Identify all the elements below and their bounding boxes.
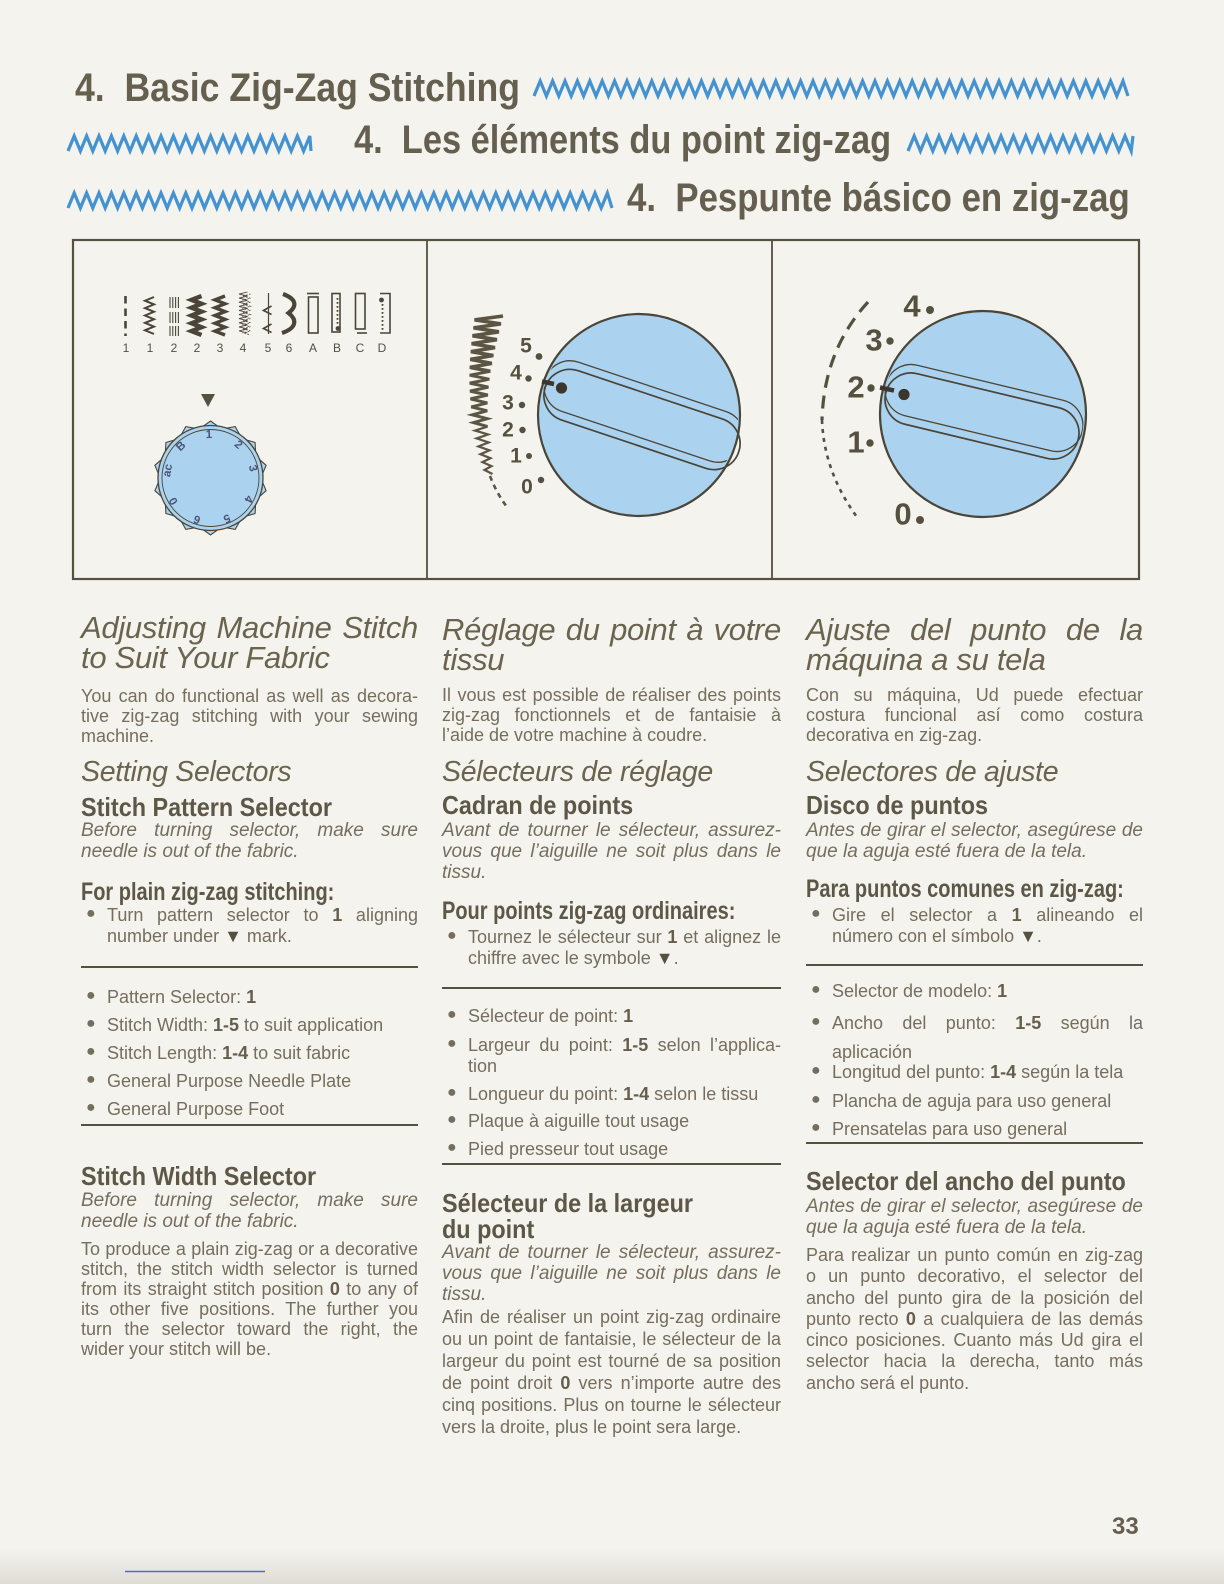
svg-text:5: 5	[265, 341, 272, 355]
svg-text:5: 5	[520, 335, 532, 358]
svg-text:6: 6	[286, 341, 293, 355]
svg-text:1: 1	[510, 445, 522, 468]
svg-text:1: 1	[123, 341, 130, 355]
svg-text:2: 2	[171, 341, 178, 355]
svg-text:1: 1	[206, 429, 213, 441]
svg-text:6: 6	[192, 512, 202, 525]
svg-text:C: C	[356, 341, 365, 355]
svg-text:4: 4	[903, 289, 921, 324]
svg-text:1: 1	[847, 425, 864, 460]
svg-text:4: 4	[241, 493, 255, 505]
svg-text:ac: ac	[161, 463, 175, 478]
svg-text:4: 4	[510, 362, 522, 385]
svg-text:D: D	[378, 341, 387, 355]
svg-text:B: B	[333, 341, 341, 355]
svg-text:A: A	[309, 341, 317, 355]
svg-text:4: 4	[240, 341, 247, 355]
svg-text:1: 1	[147, 341, 154, 355]
svg-text:0: 0	[894, 497, 911, 532]
svg-text:0: 0	[167, 495, 181, 507]
svg-text:3: 3	[246, 464, 259, 473]
svg-text:5: 5	[221, 511, 232, 525]
svg-text:2: 2	[847, 370, 864, 405]
svg-text:2: 2	[502, 419, 514, 442]
svg-text:3: 3	[502, 392, 514, 415]
svg-text:3: 3	[865, 323, 882, 358]
svg-text:2: 2	[194, 341, 201, 355]
svg-text:0: 0	[521, 476, 533, 499]
svg-text:3: 3	[217, 341, 224, 355]
